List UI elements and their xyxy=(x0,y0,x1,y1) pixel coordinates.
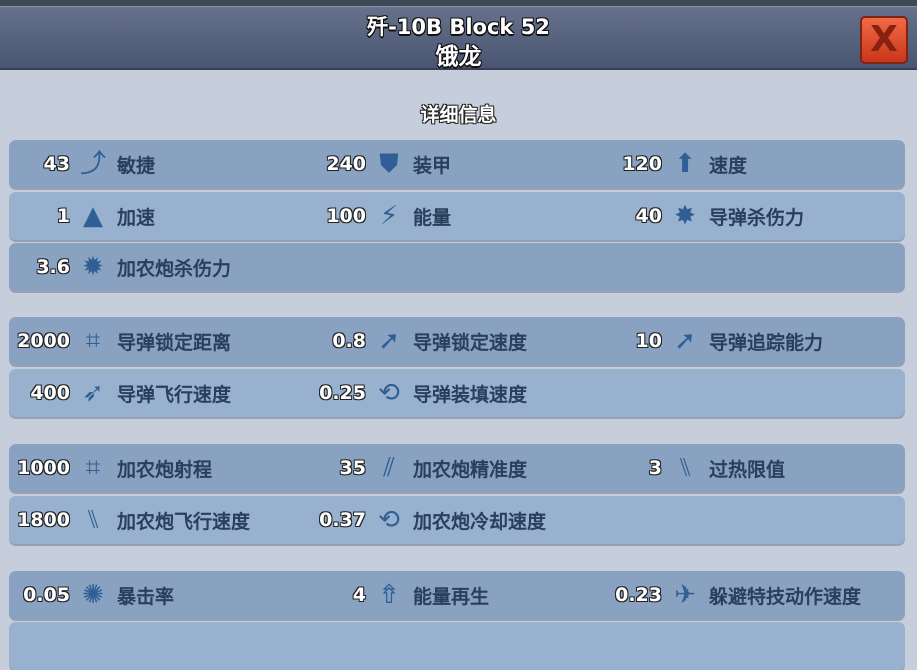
stat-label: 速度 xyxy=(709,154,748,177)
shield-icon: ⛊ xyxy=(379,149,399,179)
stat-value: 100 xyxy=(326,205,366,227)
stat-value: 400 xyxy=(30,382,70,404)
stat-label: 导弹杀伤力 xyxy=(709,206,805,229)
speed-icon: ⬆ xyxy=(674,149,696,179)
stat-label: 导弹装填速度 xyxy=(413,383,528,406)
energy-icon: ⚡ xyxy=(379,201,399,231)
stat-label: 装甲 xyxy=(413,154,452,177)
cannon-range-icon: ⌗ xyxy=(85,453,101,483)
stat-label: 敏捷 xyxy=(117,154,156,177)
overheat-icon: ⑊ xyxy=(677,453,693,483)
stat-label: 加农炮精准度 xyxy=(413,458,528,481)
header-bar: 歼-10B Block 52 饿龙 X xyxy=(0,6,917,70)
stat-label: 导弹飞行速度 xyxy=(117,383,232,406)
cannon-flight-speed-icon: ⑊ xyxy=(85,505,101,535)
stat-row: 43 ⤴ 敏捷 240 ⛊ 装甲 120 ⬆ 速度 xyxy=(9,140,905,188)
acceleration-icon: ▲ xyxy=(83,201,103,231)
stat-label: 加农炮杀伤力 xyxy=(117,257,232,280)
stat-value: 0.8 xyxy=(332,330,366,352)
stat-row: 3.6 ✹ 加农炮杀伤力 xyxy=(9,243,905,291)
cannon-damage-icon: ✹ xyxy=(82,252,104,282)
stat-value: 35 xyxy=(339,457,366,479)
missile-flight-speed-icon: ➶ xyxy=(82,378,104,408)
stat-value: 3.6 xyxy=(36,256,70,278)
missile-tracking-icon: ➚ xyxy=(674,326,696,356)
stat-label: 躲避特技动作速度 xyxy=(709,585,862,608)
stat-label: 导弹锁定距离 xyxy=(117,331,232,354)
stat-label: 暴击率 xyxy=(117,585,175,608)
stat-value: 1 xyxy=(56,205,70,227)
aircraft-name: 歼-10B Block 52 xyxy=(367,15,550,39)
stat-label: 加农炮飞行速度 xyxy=(117,510,251,533)
stat-value: 10 xyxy=(635,330,662,352)
missile-reload-icon: ⟲ xyxy=(378,378,400,408)
aircraft-subtitle: 饿龙 xyxy=(435,44,482,70)
close-button[interactable]: X xyxy=(860,16,908,64)
stat-row: 1000 ⌗ 加农炮射程 35 ⫽ 加农炮精准度 3 ⑊ 过热限值 xyxy=(9,444,905,492)
stat-label: 加农炮射程 xyxy=(117,458,213,481)
stat-value: 4 xyxy=(352,584,366,606)
evasion-speed-icon: ✈ xyxy=(674,580,696,610)
stat-row: 0.05 ✺ 暴击率 4 ⇮ 能量再生 0.23 ✈ 躲避特技动作速度 xyxy=(9,571,905,619)
critical-rate-icon: ✺ xyxy=(82,580,104,610)
stat-row: 1 ▲ 加速 100 ⚡ 能量 40 ✸ 导弹杀伤力 xyxy=(9,192,905,240)
stat-label: 导弹追踪能力 xyxy=(709,331,824,354)
cannon-cooldown-icon: ⟲ xyxy=(378,505,400,535)
stat-row: 1800 ⑊ 加农炮飞行速度 0.37 ⟲ 加农炮冷却速度 xyxy=(9,496,905,544)
stat-value: 0.25 xyxy=(319,382,366,404)
stat-label: 加速 xyxy=(117,206,156,229)
stat-label: 能量再生 xyxy=(413,585,490,608)
stat-value: 1000 xyxy=(17,457,70,479)
stat-label: 加农炮冷却速度 xyxy=(413,510,547,533)
stat-label: 过热限值 xyxy=(709,458,786,481)
stat-value: 1800 xyxy=(17,509,70,531)
stat-value: 0.23 xyxy=(615,584,662,606)
stat-label: 能量 xyxy=(413,206,452,229)
stat-value: 120 xyxy=(622,153,662,175)
stat-value: 0.05 xyxy=(23,584,70,606)
missile-lock-speed-icon: ➚ xyxy=(378,326,400,356)
stat-value: 240 xyxy=(326,153,366,175)
stat-row xyxy=(9,622,905,670)
section-title: 详细信息 xyxy=(420,104,497,126)
stat-value: 43 xyxy=(43,153,70,175)
stat-value: 40 xyxy=(635,205,662,227)
missile-lock-range-icon: ⌗ xyxy=(85,326,101,356)
stat-value: 0.37 xyxy=(319,509,366,531)
stat-value: 3 xyxy=(648,457,662,479)
stat-value: 2000 xyxy=(17,330,70,352)
agility-icon: ⤴ xyxy=(79,149,106,179)
stat-row: 2000 ⌗ 导弹锁定距离 0.8 ➚ 导弹锁定速度 10 ➚ 导弹追踪能力 xyxy=(9,317,905,365)
stat-label: 导弹锁定速度 xyxy=(413,331,528,354)
cannon-accuracy-icon: ⫽ xyxy=(383,453,395,483)
background-strip xyxy=(0,0,917,8)
stat-row: 400 ➶ 导弹飞行速度 0.25 ⟲ 导弹装填速度 xyxy=(9,369,905,417)
missile-damage-icon: ✸ xyxy=(674,201,696,231)
energy-regen-icon: ⇮ xyxy=(378,580,400,610)
